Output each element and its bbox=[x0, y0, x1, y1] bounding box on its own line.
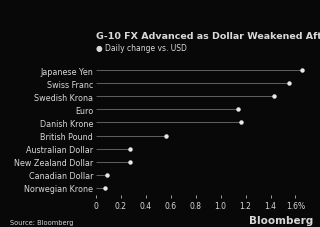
Text: ● Daily change vs. USD: ● Daily change vs. USD bbox=[96, 44, 187, 53]
Text: G-10 FX Advanced as Dollar Weakened After Jobs Report: G-10 FX Advanced as Dollar Weakened Afte… bbox=[96, 32, 320, 41]
Text: Source: Bloomberg: Source: Bloomberg bbox=[10, 219, 73, 225]
Text: Bloomberg: Bloomberg bbox=[249, 215, 314, 225]
